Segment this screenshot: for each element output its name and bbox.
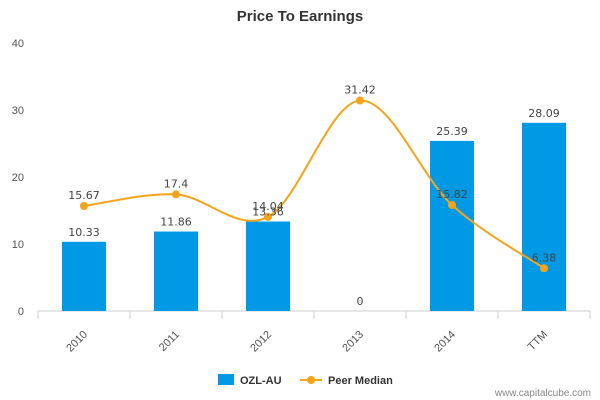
y-tick-label: 20 <box>12 172 24 184</box>
line-value-label: 31.42 <box>344 83 376 96</box>
bar-value-label: 28.09 <box>528 107 560 120</box>
line-series-peer-median <box>80 96 548 273</box>
y-tick-label: 0 <box>18 306 24 318</box>
bar-2012 <box>246 221 290 311</box>
x-tick-label: 2010 <box>64 329 90 355</box>
peer-median-point <box>448 201 456 210</box>
legend-label-ozl-au: OZL-AU <box>240 375 282 387</box>
chart-title: Price To Earnings <box>237 8 363 25</box>
x-tick-label: 2012 <box>248 329 274 355</box>
bar-2011 <box>154 231 198 311</box>
line-value-label: 15.67 <box>68 189 100 202</box>
line-value-label: 15.82 <box>436 188 468 201</box>
bar-value-label: 13.36 <box>252 205 284 218</box>
bar-value-label: 11.86 <box>160 216 192 229</box>
peer-median-point <box>356 96 364 105</box>
peer-median-point <box>540 264 548 273</box>
x-tick-label: 2011 <box>157 329 182 354</box>
legend-label-peer-median: Peer Median <box>328 375 393 387</box>
bar-value-label: 25.39 <box>436 125 468 138</box>
y-axis: 0 10 20 30 40 <box>12 38 24 318</box>
line-value-label: 6.38 <box>532 251 557 264</box>
bar-series-ozl-au <box>62 122 566 311</box>
bar-value-label: 10.33 <box>68 226 100 239</box>
x-tick-label: 2013 <box>340 329 366 355</box>
peer-median-point <box>172 190 180 199</box>
peer-median-point <box>80 202 88 211</box>
x-tick-label: 2014 <box>432 329 458 355</box>
y-tick-label: 30 <box>12 105 24 117</box>
peer-median-line <box>83 99 545 270</box>
y-tick-label: 10 <box>12 239 24 251</box>
legend-swatch-ozl-au <box>218 374 234 385</box>
line-value-label: 14.04 <box>252 200 284 213</box>
legend-marker-peer-median <box>307 376 315 384</box>
bar-2010 <box>62 241 106 311</box>
x-tick-label: TTM <box>526 329 550 353</box>
bar-value-label: 0 <box>357 295 364 308</box>
bar-ttm <box>522 122 566 311</box>
line-value-label: 17.4 <box>164 177 189 190</box>
x-axis: 2010 2011 2012 2013 2014 TTM <box>37 310 591 355</box>
legend: OZL-AU Peer Median <box>218 374 393 387</box>
watermark: www.capitalcube.com <box>494 388 591 399</box>
data-labels: 10.33 11.86 13.36 0 25.39 28.09 15.67 17.4 14.04… <box>68 83 560 308</box>
bar-2014 <box>430 140 474 311</box>
peer-median-point <box>264 212 272 221</box>
y-tick-label: 40 <box>12 38 24 50</box>
